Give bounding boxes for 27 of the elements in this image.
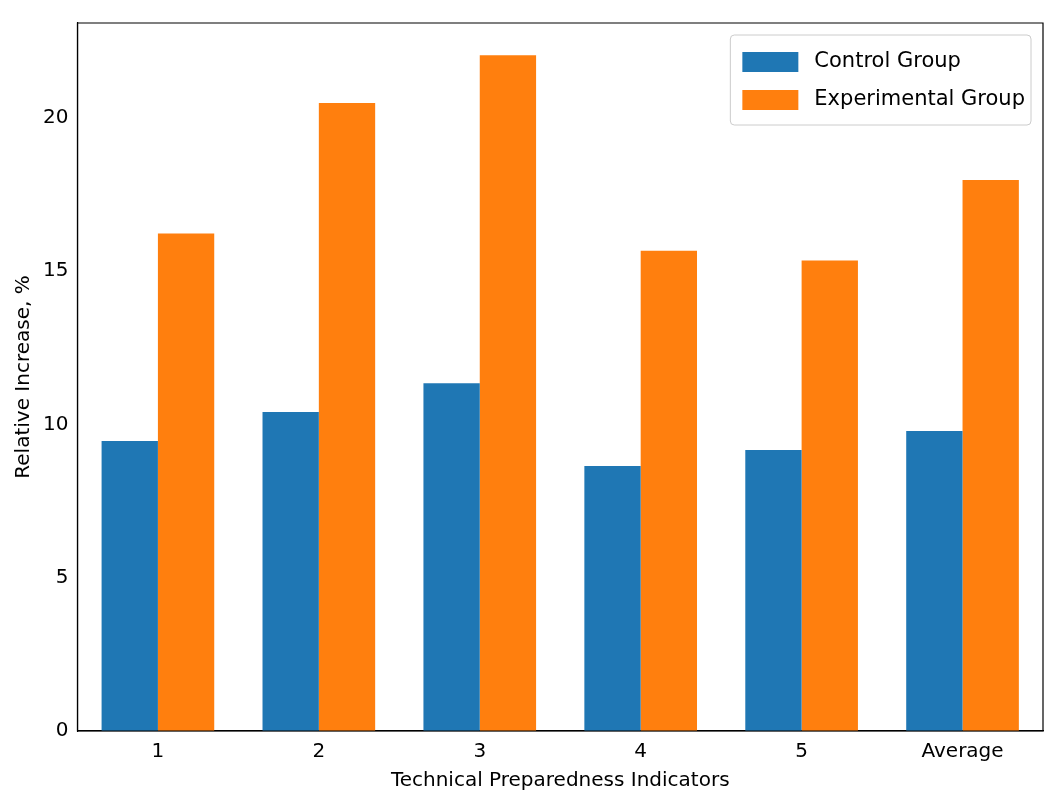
y-axis-title: Relative Increase, % bbox=[10, 275, 35, 479]
bar bbox=[640, 250, 698, 731]
bar bbox=[157, 233, 215, 731]
x-tick-label: Average bbox=[921, 738, 1004, 763]
x-tick-label: 2 bbox=[312, 738, 326, 763]
bar bbox=[962, 179, 1019, 731]
x-tick-label: 1 bbox=[151, 738, 165, 763]
bar bbox=[479, 55, 537, 731]
bar bbox=[101, 441, 158, 731]
x-tick-label: 3 bbox=[473, 738, 487, 763]
bar bbox=[801, 260, 858, 731]
bar bbox=[262, 411, 319, 731]
bar bbox=[423, 383, 480, 731]
y-tick-label: 15 bbox=[43, 257, 69, 282]
x-tick-label: 5 bbox=[795, 738, 808, 763]
y-tick-label: 5 bbox=[55, 563, 69, 588]
bar bbox=[906, 430, 963, 731]
x-tick-label: 4 bbox=[634, 738, 648, 763]
bar bbox=[584, 465, 641, 731]
y-tick-label: 0 bbox=[55, 717, 69, 742]
y-tick-label: 10 bbox=[43, 410, 69, 435]
legend-label: Experimental Group bbox=[814, 86, 1026, 111]
bar bbox=[318, 103, 376, 731]
y-tick-label: 20 bbox=[43, 104, 69, 129]
x-axis-title: Technical Preparedness Indicators bbox=[389, 767, 730, 792]
bar bbox=[745, 449, 802, 731]
legend-label: Control Group bbox=[814, 48, 961, 73]
